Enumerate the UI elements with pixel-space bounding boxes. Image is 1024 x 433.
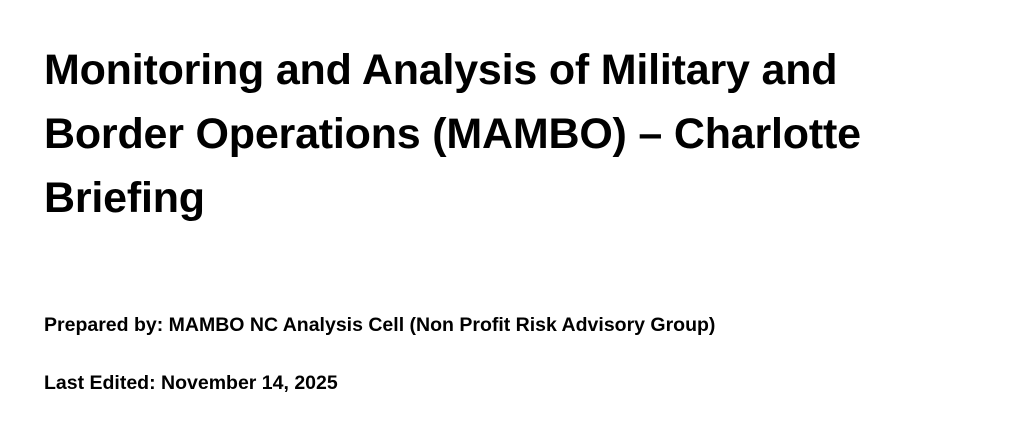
last-edited-line: Last Edited: November 14, 2025: [44, 372, 338, 394]
prepared-by-line: Prepared by: MAMBO NC Analysis Cell (Non…: [44, 314, 716, 336]
document-title: Monitoring and Analysis of Military and …: [44, 46, 861, 222]
